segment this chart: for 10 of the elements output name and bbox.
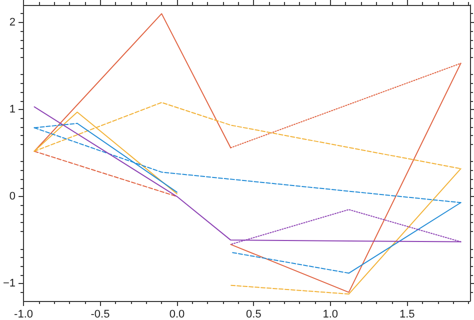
y-tick-label: 1	[9, 103, 16, 116]
x-tick-label: -0.5	[90, 308, 110, 320]
y-tick-label: 2	[9, 16, 16, 28]
y-tick-label: −1	[2, 278, 16, 290]
x-tick-label: 1.0	[322, 308, 338, 320]
y-tick-label: 0	[9, 190, 16, 203]
x-tick-label: 1.5	[399, 308, 415, 320]
x-tick-label: 0.5	[246, 308, 262, 320]
x-tick-label: 0.0	[169, 308, 185, 320]
x-tick-label: -1.0	[14, 308, 34, 320]
